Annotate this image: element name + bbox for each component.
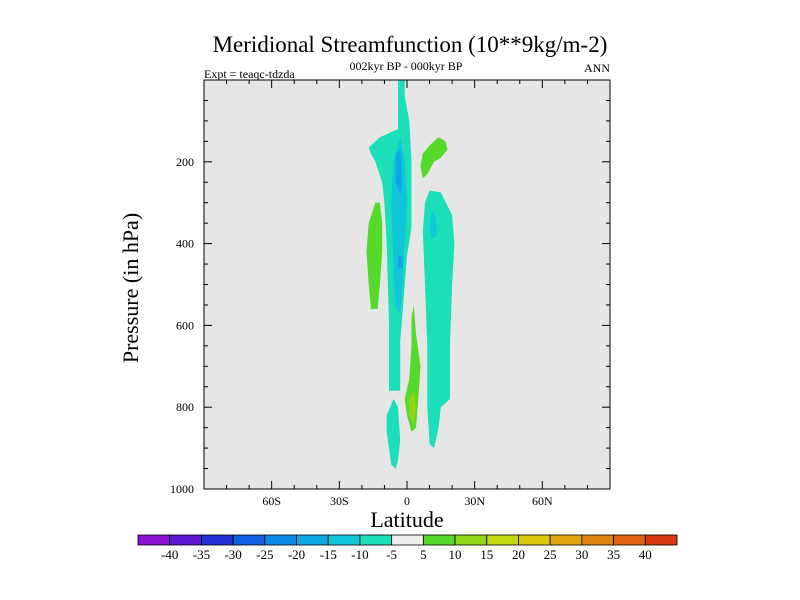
x-tick-label: 60N	[532, 494, 553, 508]
colorbar-label: 10	[449, 547, 462, 562]
y-tick-label: 400	[176, 237, 194, 251]
colorbar-swatch	[518, 534, 551, 546]
colorbar-swatch	[169, 534, 202, 546]
colorbar-label: -30	[224, 547, 241, 562]
colorbar-label: 20	[512, 547, 525, 562]
colorbar-swatch	[359, 534, 393, 546]
colorbar-swatch	[232, 534, 266, 546]
colorbar-swatch	[644, 534, 678, 546]
y-tick-label: 1000	[170, 482, 194, 496]
colorbar-label: -10	[351, 547, 368, 562]
colorbar-label: 35	[607, 547, 620, 562]
x-axis-label: Latitude	[370, 507, 443, 532]
x-tick-label: 30N	[464, 494, 485, 508]
experiment-label: Expt = teaqc-tdzda	[204, 67, 295, 81]
colorbar-swatch	[264, 534, 297, 546]
y-axis-label: Pressure (in hPa)	[118, 213, 143, 363]
colorbar-label: -20	[288, 547, 305, 562]
x-tick-label: 60S	[262, 494, 281, 508]
y-tick-label: 600	[176, 318, 194, 332]
x-tick-label: 0	[404, 494, 410, 508]
colorbar-label: -15	[320, 547, 337, 562]
colorbar-swatch	[327, 534, 361, 546]
colorbar-swatch	[422, 534, 456, 546]
colorbar-label: -35	[193, 547, 210, 562]
contour-nh-upper-positive	[420, 137, 448, 179]
colorbar-label: 40	[639, 547, 652, 562]
colorbar-label: -40	[161, 547, 178, 562]
contour-lower-cell	[386, 399, 401, 469]
contour-sh-positive	[366, 202, 383, 309]
contour-lower-positive-core	[409, 390, 416, 424]
colorbar-label: 30	[575, 547, 588, 562]
colorbar-swatch	[296, 534, 329, 546]
colorbar-label: -5	[386, 547, 397, 562]
season-label: ANN	[584, 61, 610, 75]
chart-subtitle: 002kyr BP - 000kyr BP	[350, 59, 463, 73]
colorbar-swatch	[454, 534, 488, 546]
colorbar-swatch	[486, 534, 519, 546]
colorbar-swatch	[201, 534, 234, 546]
chart-title: Meridional Streamfunction (10**9kg/m-2)	[213, 32, 608, 57]
colorbar-swatch	[391, 534, 424, 546]
contour-tropical-core	[391, 137, 407, 314]
colorbar: -40 -35 -30 -25 -20 -15 -10 -5 5 10 15 20 25 30 35 40	[137, 534, 678, 562]
contour-tropical-spot	[398, 255, 403, 269]
colorbar-label: 25	[544, 547, 557, 562]
x-tick-label: 30S	[330, 494, 349, 508]
colorbar-swatch	[137, 534, 171, 546]
colorbar-label: 15	[480, 547, 493, 562]
contour-tropical-deep-core	[395, 149, 403, 195]
y-tick-label: 800	[176, 400, 194, 414]
colorbar-label: 5	[420, 547, 427, 562]
y-tick-label: 200	[176, 155, 194, 169]
contour-lower-positive	[404, 305, 421, 432]
colorbar-swatch	[613, 534, 646, 546]
colorbar-swatch	[549, 534, 583, 546]
plot-area: 60S 30S 0 30N 60N 200 400 600 800 1000	[170, 79, 611, 508]
colorbar-label: -25	[256, 547, 273, 562]
contour-nh-core	[429, 210, 437, 240]
colorbar-swatch	[581, 534, 614, 546]
contour-nh-cell	[422, 190, 455, 449]
